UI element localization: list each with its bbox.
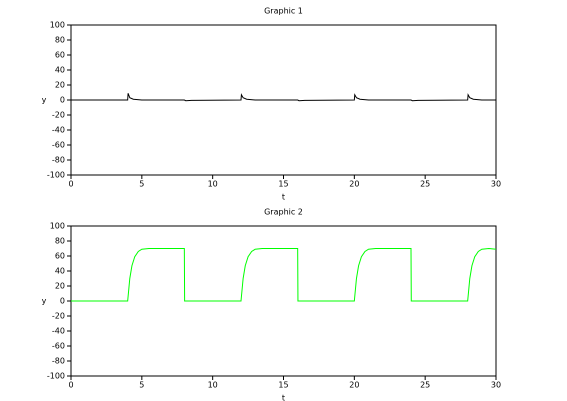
x-axis-label: t <box>282 193 285 202</box>
x-tick-label: 30 <box>491 180 501 189</box>
y-tick-label: 20 <box>55 81 65 90</box>
y-tick-label: -20 <box>52 111 65 120</box>
y-tick-label: 60 <box>55 51 65 60</box>
data-line <box>71 247 497 302</box>
y-tick-label: 0 <box>60 297 65 306</box>
y-tick-label: 100 <box>50 21 65 30</box>
x-tick-label: 5 <box>139 180 144 189</box>
x-tick-label: 20 <box>349 381 359 390</box>
y-tick-label: 100 <box>50 222 65 231</box>
y-tick-label: 80 <box>55 36 65 45</box>
y-axis-label: y <box>42 96 47 105</box>
y-tick-label: -60 <box>52 141 65 150</box>
y-tick-label: 40 <box>55 66 65 75</box>
x-tick-label: 5 <box>139 381 144 390</box>
x-tick-label: 0 <box>68 381 73 390</box>
x-tick-label: 25 <box>420 180 430 189</box>
y-axis-label: y <box>42 297 47 306</box>
x-tick-label: 15 <box>278 180 288 189</box>
y-tick-label: 20 <box>55 282 65 291</box>
chart-title: Graphic 2 <box>264 208 303 217</box>
y-tick-label: 60 <box>55 252 65 261</box>
y-tick-label: -20 <box>52 312 65 321</box>
x-tick-label: 0 <box>68 180 73 189</box>
y-tick-label: -60 <box>52 342 65 351</box>
y-tick-label: -80 <box>52 357 65 366</box>
x-axis-label: t <box>282 394 285 401</box>
data-line <box>71 93 496 102</box>
y-tick-label: -80 <box>52 156 65 165</box>
y-tick-label: -100 <box>47 171 65 180</box>
x-tick-label: 25 <box>420 381 430 390</box>
chart-title: Graphic 1 <box>264 7 303 16</box>
x-tick-label: 10 <box>208 180 218 189</box>
x-tick-label: 30 <box>491 381 501 390</box>
x-tick-label: 20 <box>349 180 359 189</box>
y-tick-label: 40 <box>55 267 65 276</box>
y-tick-label: -40 <box>52 126 65 135</box>
y-tick-label: 80 <box>55 237 65 246</box>
y-tick-label: -100 <box>47 372 65 381</box>
y-tick-label: 0 <box>60 96 65 105</box>
x-tick-label: 15 <box>278 381 288 390</box>
x-tick-label: 10 <box>208 381 218 390</box>
y-tick-label: -40 <box>52 327 65 336</box>
